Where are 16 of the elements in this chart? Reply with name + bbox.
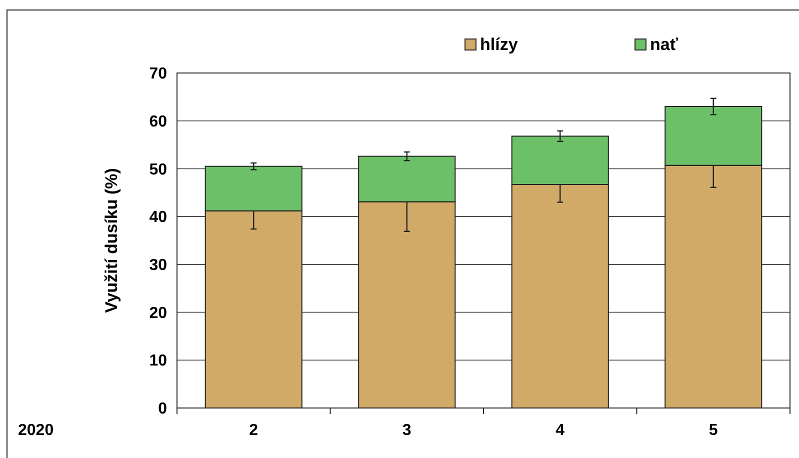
y-tick-label: 60 (149, 113, 168, 130)
x-tick-label: 4 (556, 422, 565, 439)
x-tick-label: 5 (708, 422, 718, 439)
legend-label: hlízy (480, 34, 518, 54)
text: 2020 (18, 422, 54, 439)
legend-label: nať (650, 34, 679, 54)
x-tick-label: 2 (249, 422, 258, 439)
y-tick-label: 30 (149, 257, 168, 274)
y-tick-label: 50 (149, 161, 168, 178)
y-tick-label: 20 (149, 304, 168, 322)
y-tick-label: 0 (158, 400, 168, 418)
y-tick-label: 40 (149, 209, 168, 226)
y-axis-title: Využití dusíku (%) (102, 168, 121, 313)
y-tick-label: 70 (149, 66, 168, 83)
y-tick-label: 10 (149, 352, 168, 370)
x-tick-label: 3 (402, 422, 412, 439)
